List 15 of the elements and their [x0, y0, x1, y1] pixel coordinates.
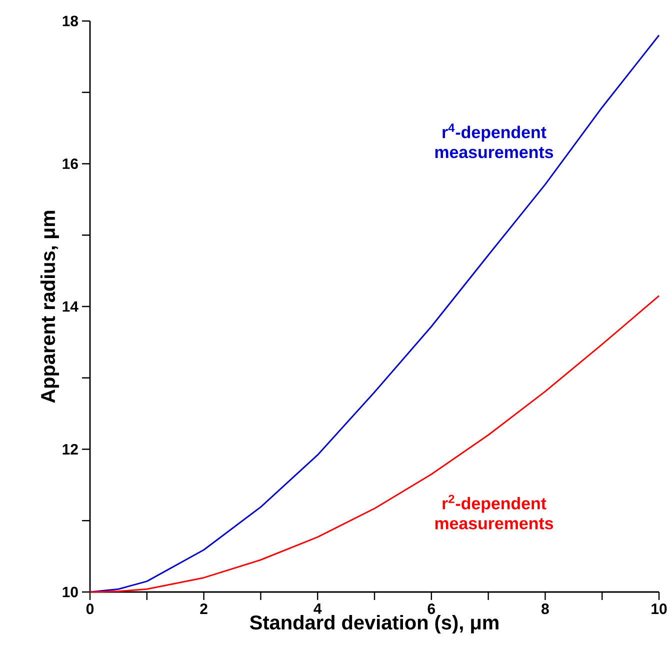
x-tick-label: 6 — [428, 604, 436, 614]
x-axis-title: Standard deviation (s), μm — [250, 614, 498, 634]
y-tick-label: 16 — [62, 158, 78, 170]
x-tick-label: 0 — [86, 604, 94, 614]
x-tick-label: 4 — [314, 604, 322, 614]
x-tick-label: 8 — [542, 604, 549, 614]
x-tick-label: 2 — [200, 604, 208, 614]
y-tick-label: 10 — [62, 586, 78, 598]
annotation: r$^{4}$-dependent measurements — [435, 124, 554, 158]
annotation: r$^{2}$-dependent measurements — [435, 494, 554, 530]
y-tick-label: 14 — [62, 301, 78, 312]
y-tick-label: 12 — [62, 444, 78, 454]
y-axis-title: Apparent radius, μm — [40, 210, 60, 403]
x-tick-label: 10 — [652, 604, 667, 614]
y-tick-label: 18 — [62, 16, 78, 26]
